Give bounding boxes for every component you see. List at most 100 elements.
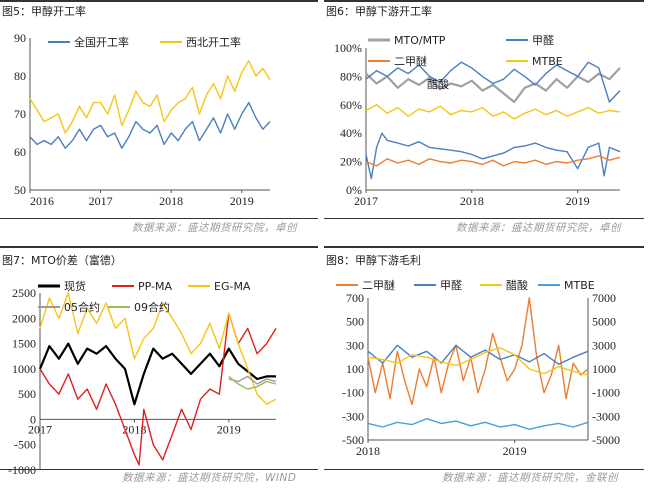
x-tick-label: 2018 xyxy=(122,422,146,436)
chart-fig7: -1000 -500 0 500 1000 1500 2000 2500 2017 2018 201… xyxy=(8,279,277,477)
legend-label-甲醛: 甲醛 xyxy=(532,33,554,47)
y-tick-label: 20% xyxy=(340,155,362,169)
y-tick-label: -300 xyxy=(342,409,364,423)
legend-label-二甲醚: 二甲醚 xyxy=(394,54,427,68)
chart-fig5: 50 60 70 80 90 2016 2017 2018 2019 全国开工率 西北开工率 xyxy=(14,31,271,208)
legend-label-pp-ma: PP-MA xyxy=(138,280,172,293)
series-line-醋酸 xyxy=(365,61,621,103)
series-line-甲醛 xyxy=(365,132,621,180)
source-note: 数据来源：盛达期货研究院，卓创 xyxy=(456,222,621,234)
y-tick-label: 70 xyxy=(14,107,26,121)
x-tick-label: 2017 xyxy=(354,194,378,208)
panel-top-rule xyxy=(0,246,318,248)
legend-label-醋酸: 醋酸 xyxy=(506,278,528,292)
series-line-西北开工率 xyxy=(29,60,271,134)
chart-title: 图8：甲醇下游毛利 xyxy=(326,254,421,267)
y-tick-label: 40% xyxy=(340,126,362,140)
y-tick-label: 500 xyxy=(18,387,36,401)
legend-label-甲醛: 甲醛 xyxy=(440,278,462,292)
y-tick-label: 60 xyxy=(14,145,26,159)
series-line-09合约 xyxy=(228,375,277,390)
y-tick-label: -1000 xyxy=(8,463,36,477)
y2-tick-label: -3000 xyxy=(592,409,620,423)
series-line-eg-ma xyxy=(39,292,277,405)
series-line-二甲醚 xyxy=(365,155,621,167)
y-tick-label: -100 xyxy=(342,386,364,400)
series-line-甲醛 xyxy=(367,344,589,365)
chart-title: 图7：MTO价差（富德） xyxy=(2,254,122,267)
y-tick-label: 100% xyxy=(334,41,362,55)
panel-fig8: 图8：甲醇下游毛利 -500 -300 -100 100 300 500 700 -5000-… xyxy=(324,246,649,488)
panel-bottom-rule xyxy=(0,218,318,219)
legend-label-05合约: 05合约 xyxy=(64,300,100,314)
legend-label-09合约: 09合约 xyxy=(134,300,170,314)
y2-tick-label: 7000 xyxy=(592,291,616,305)
series-line-二甲醚 xyxy=(367,297,589,406)
y2-tick-label: 1000 xyxy=(592,362,616,376)
panel-fig5: 图5：甲醇开工率 50 60 70 80 90 2016 2017 2018 2019 全国开工率… xyxy=(0,0,320,234)
y-tick-label: 1500 xyxy=(12,337,36,351)
series-line-pp-ma xyxy=(39,312,277,466)
y2-tick-label: 3000 xyxy=(592,338,616,352)
x-tick-label: 2019 xyxy=(217,422,241,436)
legend-label-现货: 现货 xyxy=(64,279,86,293)
x-tick-label: 2016 xyxy=(30,194,54,208)
x-tick-label: 2017 xyxy=(28,422,52,436)
chart-fig8: -500 -300 -100 100 300 500 700 -5000 -3000 -1000 1… xyxy=(336,278,620,458)
y-tick-label: 700 xyxy=(346,291,364,305)
panel-bottom-rule xyxy=(324,218,644,219)
y2-tick-label: 5000 xyxy=(592,315,616,329)
x-tick-label: 2019 xyxy=(566,194,590,208)
y-tick-label: 2500 xyxy=(12,286,36,300)
legend-label-mto-mtp: MTO/MTP xyxy=(394,34,446,47)
panel-fig7: 图7：MTO价差（富德） -1000 -500 0 500 1000 1500 2000 25… xyxy=(0,246,320,488)
source-note: 数据来源：盛达期货研究院，金联创 xyxy=(442,472,618,484)
y-tick-label: 80 xyxy=(14,69,26,83)
panel-top-rule xyxy=(0,0,318,2)
panel-top-rule xyxy=(324,246,644,248)
x-tick-label: 2018 xyxy=(356,444,380,458)
series-line-醋酸 xyxy=(367,347,589,376)
y-tick-label: 50 xyxy=(14,183,26,197)
chart-title: 图6：甲醇下游开工率 xyxy=(326,5,432,18)
series-line-现货 xyxy=(38,342,276,406)
y-tick-label: 80% xyxy=(340,69,362,83)
y-tick-label: 100 xyxy=(346,362,364,376)
series-line-mtbe xyxy=(365,104,621,120)
y-tick-label: 1000 xyxy=(12,362,36,376)
series-line-05合约 xyxy=(228,375,277,385)
legend-label-mtbe: MTBE xyxy=(564,279,595,292)
series-line-全国开工率 xyxy=(29,101,271,149)
series-line-mto-mtp xyxy=(365,67,621,104)
x-tick-label: 2018 xyxy=(159,194,183,208)
y-tick-label: 300 xyxy=(346,338,364,352)
legend-label-eg-ma: EG-MA xyxy=(214,280,251,293)
series-line-mtbe xyxy=(367,418,589,430)
chart-title: 图5：甲醇开工率 xyxy=(2,5,86,18)
panel-bottom-rule xyxy=(0,469,318,470)
source-note: 数据来源：盛达期货研究院，WIND xyxy=(122,472,297,484)
y-tick-label: -500 xyxy=(342,433,364,447)
legend-label-二甲醚: 二甲醚 xyxy=(362,278,395,292)
x-tick-label: 2019 xyxy=(503,444,527,458)
chart-fig6: 0% 20% 40% 60% 80% 100% 2017 2018 2019 MTO/MTP 甲醛醋… xyxy=(334,33,621,208)
x-tick-label: 2017 xyxy=(89,194,113,208)
legend-label-西北开工率: 西北开工率 xyxy=(186,35,241,49)
y-tick-label: -500 xyxy=(14,438,36,452)
legend-label-全国开工率: 全国开工率 xyxy=(74,35,129,49)
source-note: 数据来源：盛达期货研究院，卓创 xyxy=(132,222,297,234)
y2-tick-label: -5000 xyxy=(592,433,620,447)
y-tick-label: 0% xyxy=(346,183,362,197)
legend-label-醋酸: 醋酸 xyxy=(427,77,449,91)
x-tick-label: 2018 xyxy=(460,194,484,208)
y-tick-label: 500 xyxy=(346,315,364,329)
y-tick-label: 60% xyxy=(340,98,362,112)
panel-top-rule xyxy=(324,0,644,2)
panel-bottom-rule xyxy=(324,469,644,470)
legend-label-mtbe: MTBE xyxy=(532,55,563,68)
y-tick-label: 0 xyxy=(30,412,36,426)
x-tick-label: 2019 xyxy=(230,194,254,208)
y-tick-label: 2000 xyxy=(12,311,36,325)
y2-tick-label: -1000 xyxy=(592,386,620,400)
y-tick-label: 90 xyxy=(14,31,26,45)
